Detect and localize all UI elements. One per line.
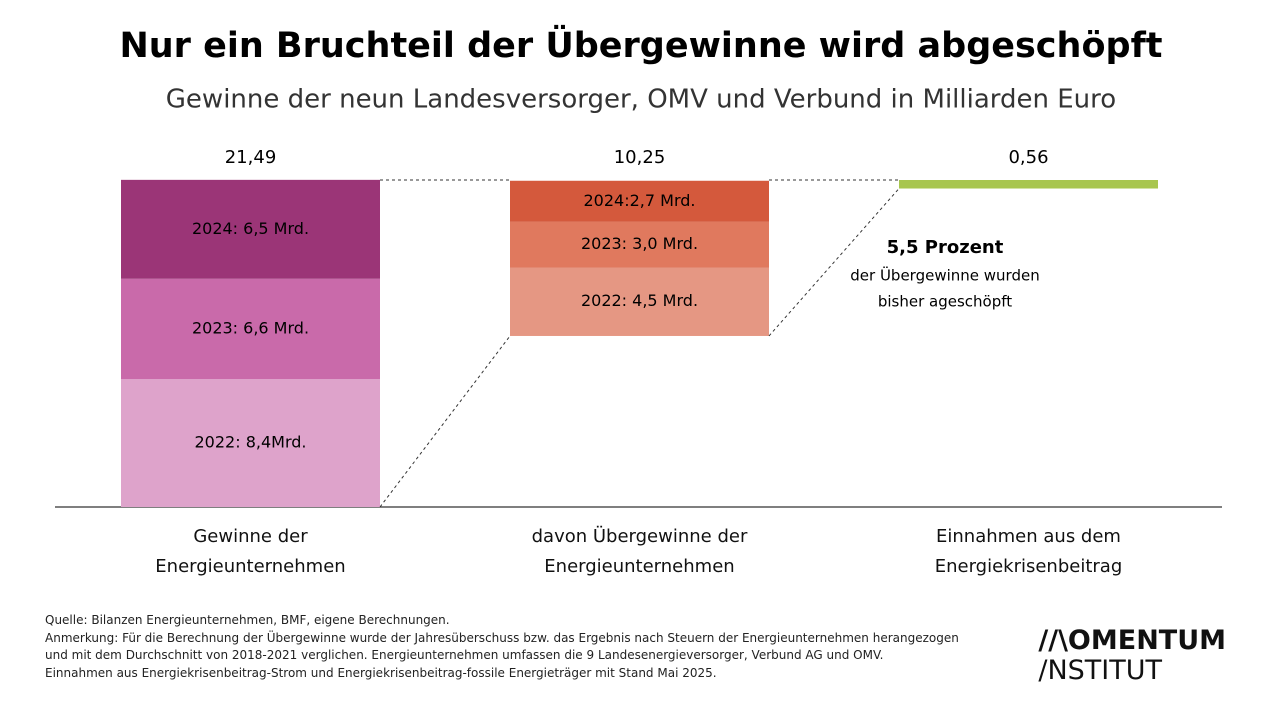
footnote: Einnahmen aus Energiekrisenbeitrag-Strom… (45, 665, 717, 680)
total-label: 10,25 (614, 147, 666, 168)
bar (899, 180, 1158, 189)
annotation: der Übergewinne wurden (850, 266, 1039, 285)
annotation: bisher ageschöpft (878, 293, 1012, 311)
segment-label: 2024: 6,5 Mrd. (192, 219, 309, 238)
logo: //\OMENTUM /NSTITUT (1038, 626, 1226, 686)
bar-segment (510, 180, 769, 222)
annotation: 5,5 Prozent (887, 237, 1004, 258)
category-label: davon Übergewinne der Energieunternehmen (531, 526, 748, 577)
segment-label: 2023: 3,0 Mrd. (581, 234, 698, 253)
logo-line: /NSTITUT (1038, 655, 1162, 686)
bar-segment (121, 179, 380, 279)
segment-label: 2022: 8,4Mrd. (195, 433, 307, 452)
total-label: 0,56 (1008, 147, 1048, 168)
chart-subtitle: Gewinne der neun Landesversorger, OMV un… (166, 85, 1116, 115)
category-label: Gewinne der Energieunternehmen (155, 526, 346, 577)
chart-title: Nur ein Bruchteil der Übergewinne wird a… (119, 24, 1162, 66)
bar-segment (121, 278, 380, 380)
segment-label: 2023: 6,6 Mrd. (192, 318, 309, 337)
bar-segment (510, 267, 769, 336)
logo-line: //\OMENTUM (1038, 625, 1226, 656)
footnote: und mit dem Durchschnitt von 2018-2021 v… (45, 648, 884, 662)
bar-segment (121, 379, 380, 507)
bar-segment (510, 221, 769, 268)
connector (768, 188, 900, 337)
segment-label: 2022: 4,5 Mrd. (581, 291, 698, 310)
footnotes: Quelle: Bilanzen Energieunternehmen, BMF… (45, 612, 959, 682)
category-label: Einnahmen aus dem Energiekrisenbeitrag (934, 526, 1123, 577)
connector (379, 335, 511, 508)
segment-label: 2024:2,7 Mrd. (584, 191, 696, 210)
footnote: Anmerkung: Für die Berechnung der Überge… (45, 630, 959, 645)
total-label: 21,49 (225, 147, 277, 168)
footnote: Quelle: Bilanzen Energieunternehmen, BMF… (45, 613, 450, 627)
